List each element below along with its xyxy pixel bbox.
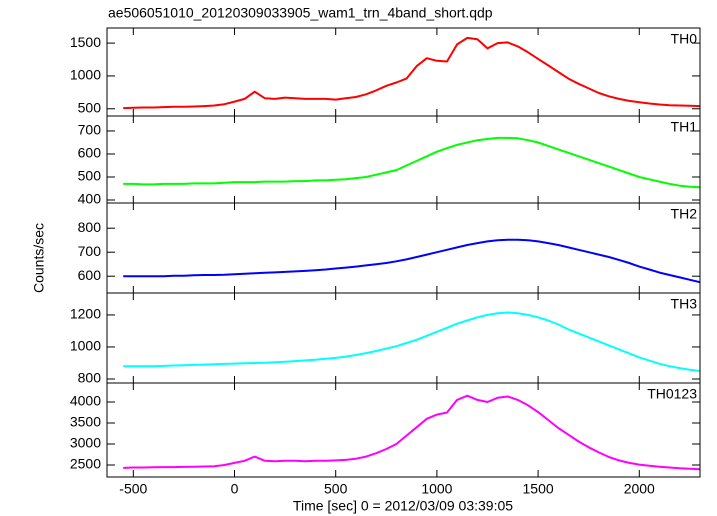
y-tick-label: 1200 — [70, 306, 101, 322]
y-tick-label: 4000 — [70, 393, 101, 409]
x-tick-label: 1500 — [523, 481, 554, 497]
y-tick-label: 800 — [78, 219, 102, 235]
y-axis-label: Counts/sec — [31, 223, 47, 293]
panel-frame — [106, 115, 701, 204]
y-tick-label: 700 — [78, 122, 102, 138]
x-tick-label: 0 — [231, 481, 239, 497]
y-tick-label: 600 — [78, 145, 102, 161]
y-tick-label: 500 — [78, 99, 102, 115]
data-line — [123, 36, 701, 110]
panel-frame — [106, 202, 701, 294]
x-axis-label: Time [sec] 0 = 2012/03/09 03:39:05 — [293, 498, 513, 514]
data-line — [123, 136, 701, 189]
x-tick-label: 500 — [324, 481, 348, 497]
chart-title: ae506051010_20120309033905_wam1_trn_4ban… — [108, 5, 493, 21]
series-label: TH0 — [671, 31, 698, 47]
x-tick-label: 1000 — [421, 481, 452, 497]
series-label: TH2 — [671, 206, 698, 222]
x-tick-label: -500 — [119, 481, 147, 497]
y-tick-label: 3500 — [70, 414, 101, 430]
y-tick-label: 1000 — [70, 338, 101, 354]
series-label: TH0123 — [647, 386, 697, 402]
panel-frame — [106, 292, 701, 384]
y-tick-label: 400 — [78, 191, 102, 207]
y-tick-label: 800 — [78, 370, 102, 386]
y-tick-label: 3000 — [70, 435, 101, 451]
series-label: TH1 — [671, 119, 698, 135]
y-tick-label: 1000 — [70, 67, 101, 83]
panel-frame — [106, 382, 701, 478]
panel-frame — [106, 27, 701, 117]
y-tick-label: 600 — [78, 267, 102, 283]
y-tick-label: 2500 — [70, 456, 101, 472]
data-line — [123, 311, 701, 372]
series-label: TH3 — [671, 296, 698, 312]
y-tick-label: 700 — [78, 243, 102, 259]
y-tick-label: 500 — [78, 168, 102, 184]
y-tick-label: 1500 — [70, 34, 101, 50]
x-tick-label: 2000 — [624, 481, 655, 497]
data-line — [123, 394, 701, 471]
data-line — [123, 238, 701, 284]
